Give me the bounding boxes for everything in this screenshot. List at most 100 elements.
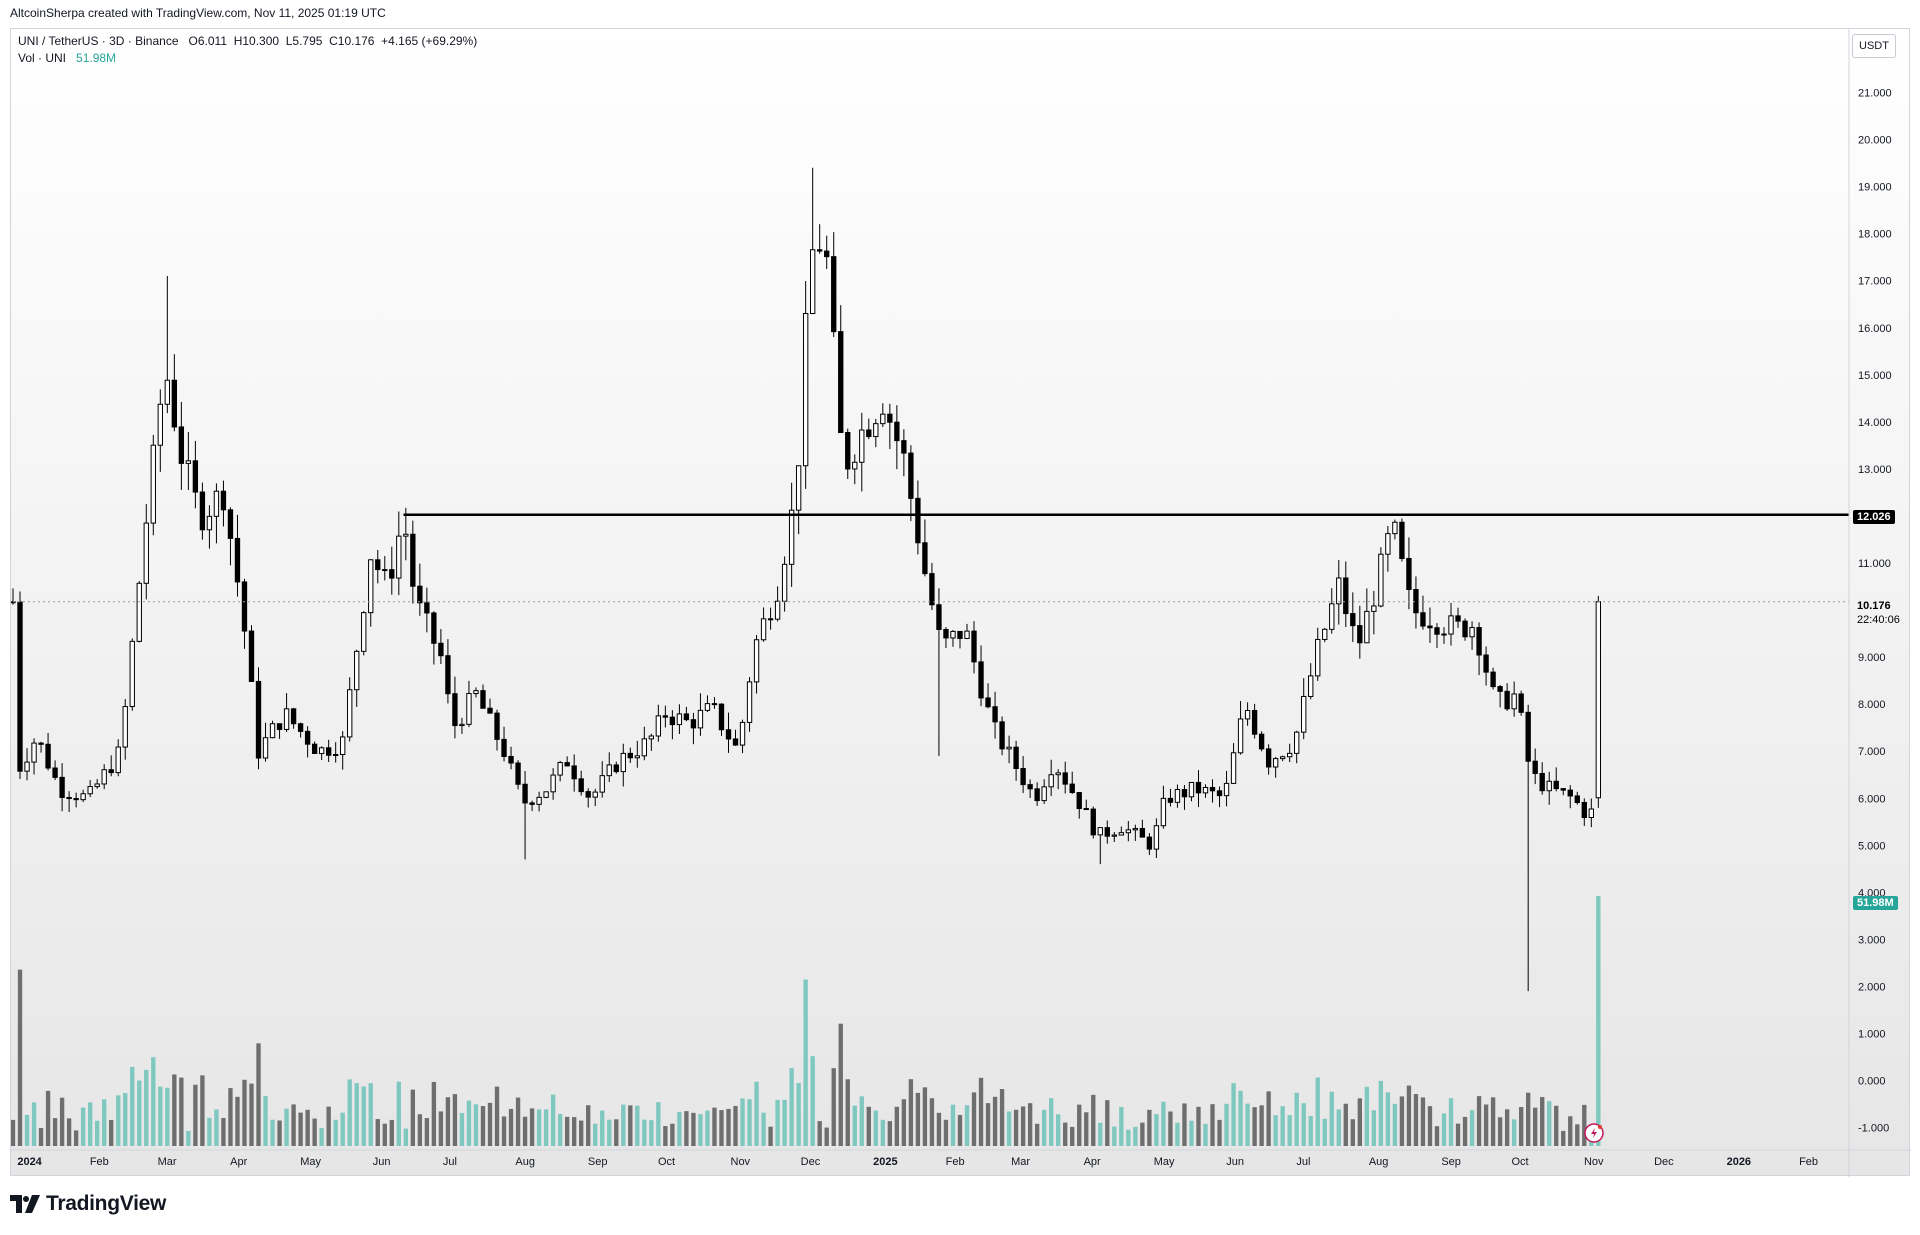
volume-bar bbox=[200, 1075, 205, 1146]
volume-bar bbox=[782, 1099, 787, 1146]
candle-body bbox=[1567, 789, 1573, 797]
candle-body bbox=[1153, 825, 1160, 850]
volume-bar bbox=[572, 1117, 577, 1146]
volume-bar bbox=[1462, 1116, 1468, 1146]
volume-bar bbox=[109, 1119, 114, 1146]
candle-body bbox=[1532, 760, 1538, 774]
volume-legend[interactable]: Vol · UNI 51.98M bbox=[18, 51, 116, 65]
chart-panel[interactable]: 21.000 20.000 19.000 18.000 17.000 16.000 15.0… bbox=[10, 28, 1911, 1177]
candle-body bbox=[1097, 827, 1103, 836]
volume-bar bbox=[1315, 1077, 1320, 1146]
candle-body bbox=[290, 708, 297, 725]
volume-bar bbox=[635, 1105, 640, 1146]
volume-bar bbox=[1203, 1123, 1208, 1146]
time-tick-label: 2024 bbox=[17, 1156, 42, 1168]
volume-bar bbox=[1273, 1115, 1278, 1146]
volume-bar bbox=[684, 1111, 689, 1146]
candle-body bbox=[276, 723, 283, 730]
candle-body bbox=[431, 612, 437, 644]
candle-body bbox=[417, 585, 423, 604]
candle-body bbox=[1167, 797, 1174, 803]
candle-body bbox=[1279, 756, 1286, 760]
candle-body bbox=[248, 630, 255, 682]
candle-body bbox=[234, 537, 241, 583]
volume-bar bbox=[817, 1121, 822, 1146]
candle-body bbox=[1364, 610, 1370, 644]
volume-bar bbox=[165, 1087, 170, 1146]
candle-body bbox=[669, 716, 676, 726]
volume-bar bbox=[1140, 1122, 1145, 1146]
volume-bar bbox=[922, 1087, 928, 1146]
candle-body bbox=[1357, 625, 1363, 644]
candle-body bbox=[1525, 711, 1531, 762]
candle-body bbox=[1413, 589, 1419, 614]
volume-bar bbox=[901, 1099, 907, 1146]
volume-bar bbox=[691, 1112, 696, 1146]
price-tick-label: 21.000 bbox=[1858, 88, 1892, 100]
lightning-icon[interactable] bbox=[1584, 1123, 1604, 1143]
volume-bar bbox=[550, 1094, 556, 1146]
candle-body bbox=[80, 793, 86, 801]
volume-bar bbox=[80, 1107, 86, 1146]
volume-tag: 51.98M bbox=[1853, 896, 1898, 910]
volume-bar bbox=[11, 1119, 16, 1146]
candle-body bbox=[1511, 693, 1517, 710]
symbol-legend[interactable]: UNI / TetherUS · 3D · Binance O6.011 H10… bbox=[18, 34, 477, 48]
candle-body bbox=[178, 426, 185, 464]
volume-bar bbox=[1168, 1111, 1173, 1146]
candlestick-chart[interactable]: 21.000 20.000 19.000 18.000 17.000 16.000 15.0… bbox=[11, 29, 1911, 1177]
time-tick-label: Nov bbox=[1584, 1156, 1604, 1168]
volume-bar bbox=[1308, 1115, 1313, 1146]
candle-body bbox=[810, 249, 816, 314]
volume-bar bbox=[38, 1128, 44, 1146]
candle-body bbox=[108, 769, 114, 774]
volume-bar bbox=[1533, 1107, 1538, 1146]
candle-body bbox=[1329, 603, 1335, 630]
volume-bar bbox=[438, 1111, 444, 1146]
bar-countdown: 22:40:06 bbox=[1857, 614, 1900, 626]
volume-bar bbox=[586, 1105, 591, 1146]
candle-body bbox=[192, 460, 199, 493]
candle-body bbox=[459, 723, 465, 727]
candle-body bbox=[333, 754, 339, 757]
volume-bar bbox=[1133, 1126, 1138, 1146]
candle-body bbox=[999, 721, 1005, 750]
candle-body bbox=[1132, 828, 1139, 831]
volume-bar bbox=[1041, 1109, 1047, 1146]
volume-bar bbox=[1427, 1106, 1433, 1146]
candle-body bbox=[627, 752, 633, 759]
price-tick-label: -1.000 bbox=[1858, 1123, 1889, 1135]
volume-bar bbox=[543, 1109, 549, 1146]
volume-bar bbox=[1357, 1098, 1362, 1146]
volume-bar bbox=[1371, 1110, 1377, 1146]
candle-body bbox=[817, 249, 823, 252]
volume-bar bbox=[1245, 1103, 1250, 1146]
candle-body bbox=[1160, 797, 1167, 827]
currency-selector[interactable]: USDT bbox=[1852, 34, 1896, 58]
time-tick-label: Aug bbox=[515, 1156, 535, 1168]
candle-body bbox=[1034, 788, 1040, 802]
volume-bar bbox=[880, 1119, 885, 1146]
volume-bar bbox=[144, 1069, 149, 1146]
candle-body bbox=[1343, 577, 1349, 615]
volume-bar bbox=[151, 1057, 156, 1146]
tradingview-branding[interactable]: TradingView bbox=[10, 1192, 166, 1216]
candle-body bbox=[452, 693, 458, 727]
candle-body bbox=[1483, 654, 1489, 673]
volume-bar bbox=[831, 1068, 836, 1146]
volume-bar bbox=[193, 1084, 198, 1146]
volume-bar bbox=[1336, 1109, 1341, 1146]
price-tick-label: 9.000 bbox=[1858, 652, 1886, 664]
volume-bar bbox=[424, 1118, 430, 1146]
volume-bar bbox=[1027, 1103, 1033, 1146]
volume-label: Vol · UNI bbox=[18, 51, 67, 65]
volume-bar bbox=[642, 1119, 647, 1146]
volume-bar bbox=[522, 1116, 528, 1146]
candle-body bbox=[31, 742, 37, 763]
volume-bar bbox=[1006, 1111, 1012, 1146]
volume-bar bbox=[719, 1110, 724, 1146]
candle-body bbox=[1090, 808, 1096, 836]
candle-body bbox=[1455, 615, 1461, 622]
volume-bar bbox=[1582, 1104, 1587, 1146]
last-price-tag: 10.176 bbox=[1857, 600, 1891, 612]
